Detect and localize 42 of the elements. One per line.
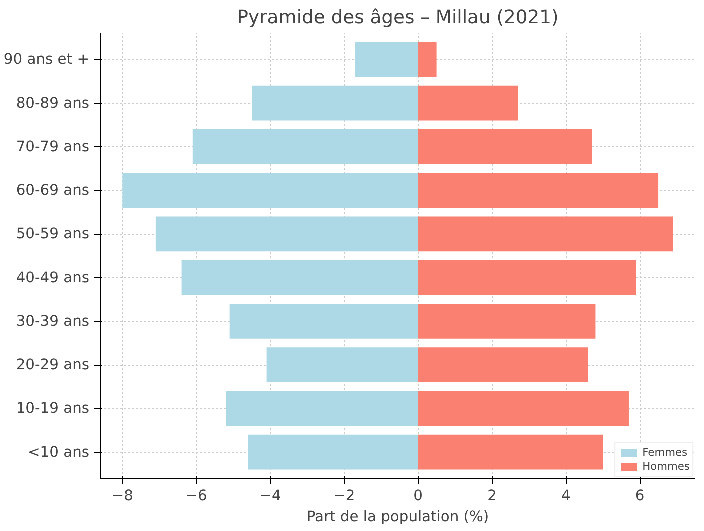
bar: [418, 434, 604, 470]
legend-label: Femmes: [642, 446, 688, 459]
x-tick-label: −2: [334, 488, 356, 504]
chart-title: Pyramide des âges – Millau (2021): [237, 8, 559, 28]
y-tick-label: 10-19 ans: [16, 400, 90, 418]
bar: [252, 86, 418, 121]
y-tick-label: 20-29 ans: [16, 356, 90, 374]
x-tick-label: −6: [186, 488, 208, 504]
x-tick-label: 4: [561, 488, 571, 504]
x-tick-label: −4: [260, 488, 282, 504]
y-tick-label: 90 ans et +: [4, 51, 90, 68]
bar: [156, 216, 418, 252]
bar: [418, 348, 588, 383]
bar: [418, 173, 659, 208]
y-tick-label: <10 ans: [28, 444, 90, 461]
y-tick-label: 60-69 ans: [16, 182, 90, 200]
bar: [122, 173, 418, 208]
bar: [182, 260, 418, 296]
y-tick-label: 50-59 ans: [16, 226, 90, 243]
x-axis-title: Part de la population (%): [306, 508, 490, 526]
bar: [192, 129, 418, 164]
bar: [248, 434, 418, 470]
bar: [418, 129, 592, 164]
bar: [356, 42, 418, 78]
legend-label: Hommes: [642, 460, 690, 473]
bar: [418, 391, 629, 426]
bar: [266, 348, 418, 383]
bar: [418, 304, 596, 339]
y-tick-label: 70-79 ans: [16, 138, 90, 156]
x-tick-label: 0: [414, 488, 423, 504]
y-tick-label: 30-39 ans: [16, 312, 90, 330]
bar: [418, 42, 437, 78]
bar: [418, 216, 674, 252]
bar: [226, 391, 418, 426]
y-tick-label: 40-49 ans: [16, 269, 90, 286]
bar: [418, 86, 518, 121]
x-tick-label: 6: [635, 488, 645, 504]
x-tick-label: −8: [112, 488, 134, 504]
bar: [230, 304, 418, 339]
x-tick-label: 2: [488, 488, 497, 504]
y-tick-label: 80-89 ans: [16, 94, 90, 112]
bar: [418, 260, 636, 296]
